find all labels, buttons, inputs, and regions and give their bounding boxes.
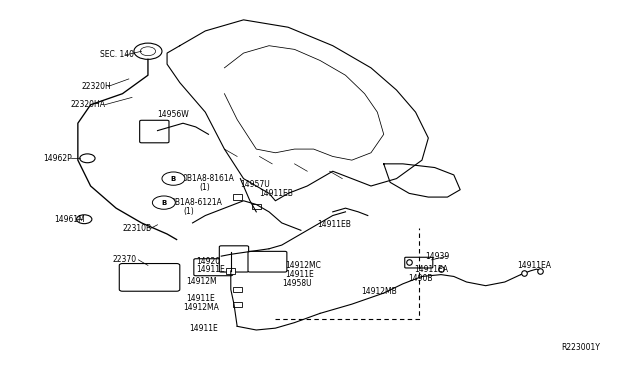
Text: 14912MB: 14912MB [362,287,397,296]
FancyBboxPatch shape [252,204,260,209]
Text: 14957U: 14957U [241,180,270,189]
Text: 14911E: 14911E [285,270,314,279]
FancyBboxPatch shape [404,257,433,268]
Text: 1490B: 1490B [408,274,433,283]
Text: 14912MC: 14912MC [285,261,321,270]
FancyBboxPatch shape [233,195,242,200]
FancyBboxPatch shape [227,268,236,273]
Circle shape [80,154,95,163]
Text: (1): (1) [199,183,210,192]
Text: B: B [161,200,166,206]
Text: 14911E: 14911E [189,324,218,333]
Text: 22370: 22370 [113,255,137,264]
FancyBboxPatch shape [220,246,248,272]
Text: 14911E: 14911E [196,264,225,273]
Text: 14958U: 14958U [282,279,312,288]
Text: 14911EA: 14911EA [518,261,552,270]
Circle shape [77,215,92,224]
Circle shape [152,196,175,209]
Text: 22320HA: 22320HA [70,100,105,109]
FancyBboxPatch shape [233,287,242,292]
Text: (1): (1) [183,207,194,217]
Text: 0B1A8-6121A: 0B1A8-6121A [170,198,222,207]
FancyBboxPatch shape [119,263,180,291]
Text: 14911EB: 14911EB [259,189,293,198]
Text: R223001Y: R223001Y [561,343,600,352]
FancyBboxPatch shape [194,259,233,276]
FancyBboxPatch shape [233,302,242,307]
FancyBboxPatch shape [248,251,287,272]
Circle shape [134,43,162,60]
Text: 14956W: 14956W [157,109,189,119]
FancyBboxPatch shape [140,120,169,143]
Text: 14912M: 14912M [186,278,217,286]
Text: 22320H: 22320H [81,82,111,91]
Text: 14962P: 14962P [43,154,72,163]
Text: 0B1A8-8161A: 0B1A8-8161A [183,174,235,183]
Text: 14911EA: 14911EA [414,264,448,273]
Text: 14911EB: 14911EB [317,220,351,229]
Text: SEC. 140: SEC. 140 [100,51,134,60]
Circle shape [162,172,185,185]
Text: B: B [171,176,176,182]
Text: 14920: 14920 [196,257,220,266]
Text: 14912MA: 14912MA [183,303,219,312]
Text: 14911E: 14911E [186,294,215,303]
Text: 14961M: 14961M [54,215,85,224]
Text: 14939: 14939 [425,251,449,261]
Text: 22310B: 22310B [122,224,152,233]
